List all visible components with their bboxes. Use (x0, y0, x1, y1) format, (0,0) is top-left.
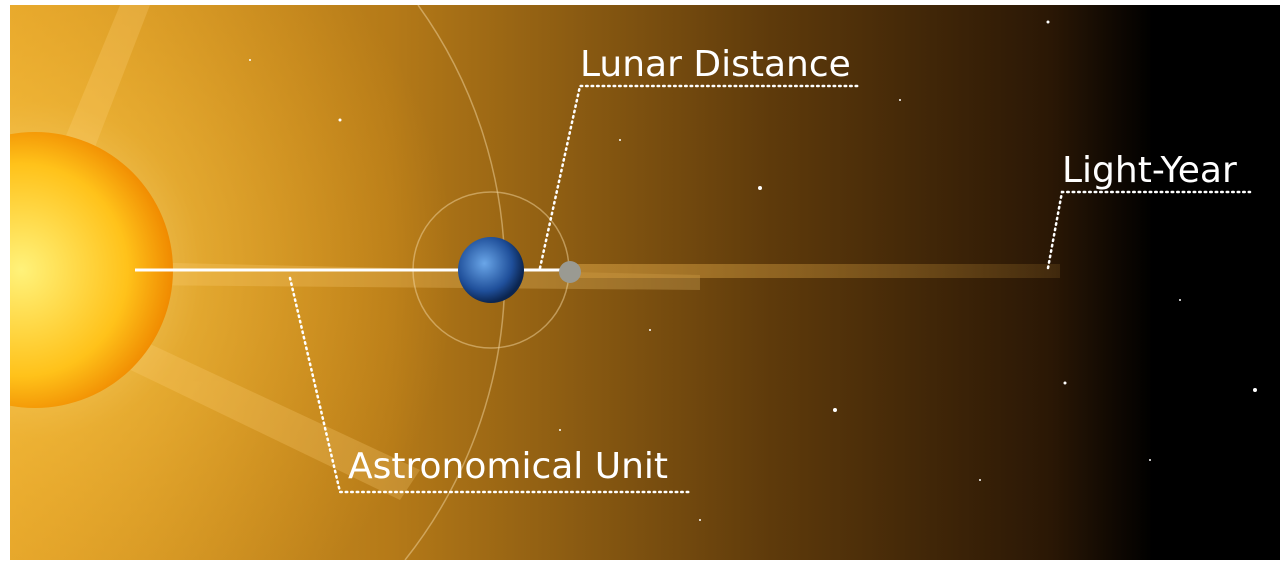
space-diagram: Lunar Distance Light-Year Astronomical U… (0, 0, 1286, 566)
moon (559, 261, 581, 283)
astronomical-unit-label: Astronomical Unit (348, 446, 668, 487)
earth (458, 237, 524, 303)
lunar-distance-label: Lunar Distance (580, 44, 851, 85)
light-beam (570, 264, 1060, 278)
light-year-label: Light-Year (1062, 150, 1237, 191)
